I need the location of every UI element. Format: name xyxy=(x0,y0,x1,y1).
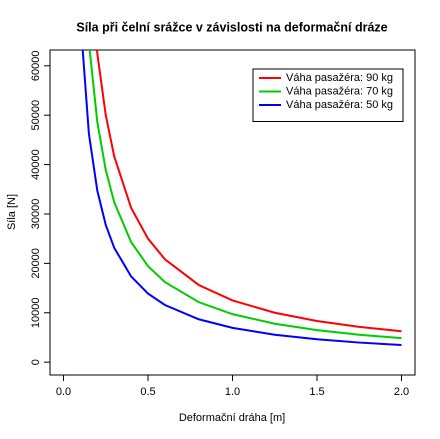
data-line xyxy=(96,50,402,333)
data-line xyxy=(81,50,402,347)
x-tick-label: 1.0 xyxy=(225,386,240,398)
data-line xyxy=(88,50,402,340)
legend-label: Váha pasažéra: 70 kg xyxy=(286,85,393,97)
y-tick-label: 30000 xyxy=(30,199,42,230)
y-axis-label: Síla [N] xyxy=(6,194,18,230)
legend-label: Váha pasažéra: 90 kg xyxy=(286,72,393,84)
y-tick-label: 10000 xyxy=(30,297,42,328)
chart-title: Síla při čelní srážce v závislosti na de… xyxy=(76,20,387,34)
y-tick-label: 60000 xyxy=(30,51,42,82)
x-tick-label: 0.5 xyxy=(140,386,155,398)
y-tick-label: 50000 xyxy=(30,100,42,131)
x-axis-label: Deformační dráha [m] xyxy=(179,412,285,424)
x-tick-label: 1.5 xyxy=(309,386,324,398)
y-tick-label: 0 xyxy=(30,359,42,365)
plot-area xyxy=(81,50,402,347)
y-tick-label: 20000 xyxy=(30,248,42,279)
x-tick-label: 2.0 xyxy=(394,386,409,398)
y-tick-label: 40000 xyxy=(30,149,42,180)
legend-label: Váha pasažéra: 50 kg xyxy=(286,99,393,111)
x-tick-label: 0.0 xyxy=(56,386,71,398)
